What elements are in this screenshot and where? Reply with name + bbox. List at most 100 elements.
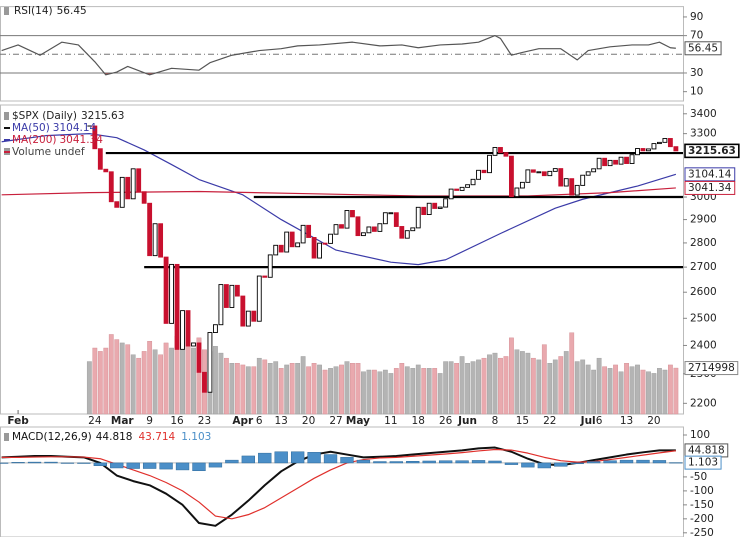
candle: [328, 233, 333, 244]
candle: [136, 168, 142, 193]
candle: [421, 206, 427, 216]
legend-entry: RSI(14) 56.45: [14, 5, 87, 17]
histogram-bar: [669, 462, 683, 464]
candle: [361, 232, 366, 237]
histogram-bar: [11, 462, 25, 464]
x-tick-label: 24: [88, 415, 102, 427]
candle: [662, 138, 668, 143]
volume-bar: [465, 363, 470, 415]
x-tick-label: 16: [170, 415, 184, 427]
x-tick-label: 23: [198, 415, 211, 427]
legend-text: RSI(14): [14, 5, 53, 17]
candle: [202, 371, 207, 393]
volume-bar: [399, 363, 405, 415]
x-tick-label: 27: [329, 415, 342, 427]
candle: [256, 275, 262, 322]
legend-icon: [4, 7, 9, 15]
candle: [103, 168, 109, 173]
candle: [125, 176, 131, 200]
volume-bar: [618, 371, 624, 415]
candle: [218, 284, 224, 326]
volume-bar: [114, 339, 120, 415]
volume-bar: [141, 351, 147, 415]
histogram-bar: [554, 462, 568, 467]
oversold-area: [104, 72, 156, 75]
volume-bar: [673, 367, 679, 415]
volume-bar: [410, 368, 416, 415]
volume-bar: [311, 363, 317, 415]
histogram-bar: [471, 460, 486, 464]
histogram-bar: [258, 452, 272, 464]
volume-bar: [514, 349, 520, 415]
candle: [657, 141, 662, 145]
histogram-bar: [110, 462, 124, 469]
volume-bar: [371, 369, 377, 415]
candle: [339, 224, 344, 229]
volume-bar: [530, 357, 536, 415]
x-tick-label: 22: [543, 415, 556, 427]
volume-bar: [119, 342, 125, 415]
legend-entry: MA(200) 3041.34: [12, 134, 103, 146]
volume-bar: [86, 361, 92, 415]
volume-bar: [470, 361, 476, 415]
volume-bar: [234, 363, 240, 415]
candle: [267, 254, 273, 278]
candle: [245, 310, 251, 327]
candle: [498, 147, 503, 154]
x-tick-label: Jun: [457, 415, 477, 427]
volume-bar: [574, 361, 580, 415]
candle: [141, 191, 147, 204]
x-tick-label: Mar: [111, 415, 135, 427]
legend-text: 44.818: [96, 431, 133, 443]
x-tick-label: 9: [146, 415, 153, 427]
legend-text: 3215.63: [81, 110, 124, 122]
volume-bar: [240, 364, 246, 415]
volume-bar: [651, 373, 657, 415]
histogram-bar: [241, 455, 255, 464]
volume-bar: [541, 344, 547, 415]
legend-entry: $SPX (Daily) 3215.63: [12, 110, 124, 122]
candle: [185, 310, 191, 347]
histogram-bar: [619, 459, 634, 464]
y-tick-label: 3300: [690, 128, 717, 140]
candle: [213, 324, 218, 334]
volume-bar: [273, 361, 279, 415]
candle: [158, 223, 164, 258]
histogram-bar: [142, 462, 157, 469]
volume-bar: [525, 352, 531, 415]
volume-bar: [355, 363, 361, 415]
x-tick-label: Feb: [7, 415, 29, 427]
candle: [404, 230, 410, 239]
candle: [196, 342, 202, 373]
legend-text: 43.714: [139, 431, 176, 443]
candle: [223, 284, 229, 308]
candle: [114, 201, 120, 208]
candle: [311, 237, 317, 259]
histogram-bar: [77, 462, 91, 464]
volume-bar: [191, 347, 196, 415]
legend-text: $SPX (Daily): [12, 110, 77, 122]
candle: [569, 178, 575, 196]
volume-bar: [344, 361, 350, 415]
volume-bar: [519, 351, 525, 415]
histogram-bar: [652, 460, 667, 464]
histogram-bar: [603, 460, 617, 464]
volume-bar: [333, 366, 339, 415]
legend-text: MA(50): [12, 122, 50, 134]
volume-bar: [448, 361, 454, 415]
volume-bar: [350, 363, 355, 415]
candle: [163, 256, 169, 324]
candle: [234, 284, 240, 297]
volume-bar: [646, 371, 651, 415]
candle: [585, 171, 591, 176]
candle: [355, 216, 361, 237]
candle: [207, 332, 213, 393]
candle: [448, 188, 454, 200]
value-box: [684, 455, 722, 470]
y-tick-label: 2500: [690, 312, 717, 324]
candle: [487, 154, 492, 174]
y-tick-label: 90: [690, 11, 703, 23]
histogram-bar: [438, 460, 453, 464]
x-tick-label: 26: [439, 415, 453, 427]
